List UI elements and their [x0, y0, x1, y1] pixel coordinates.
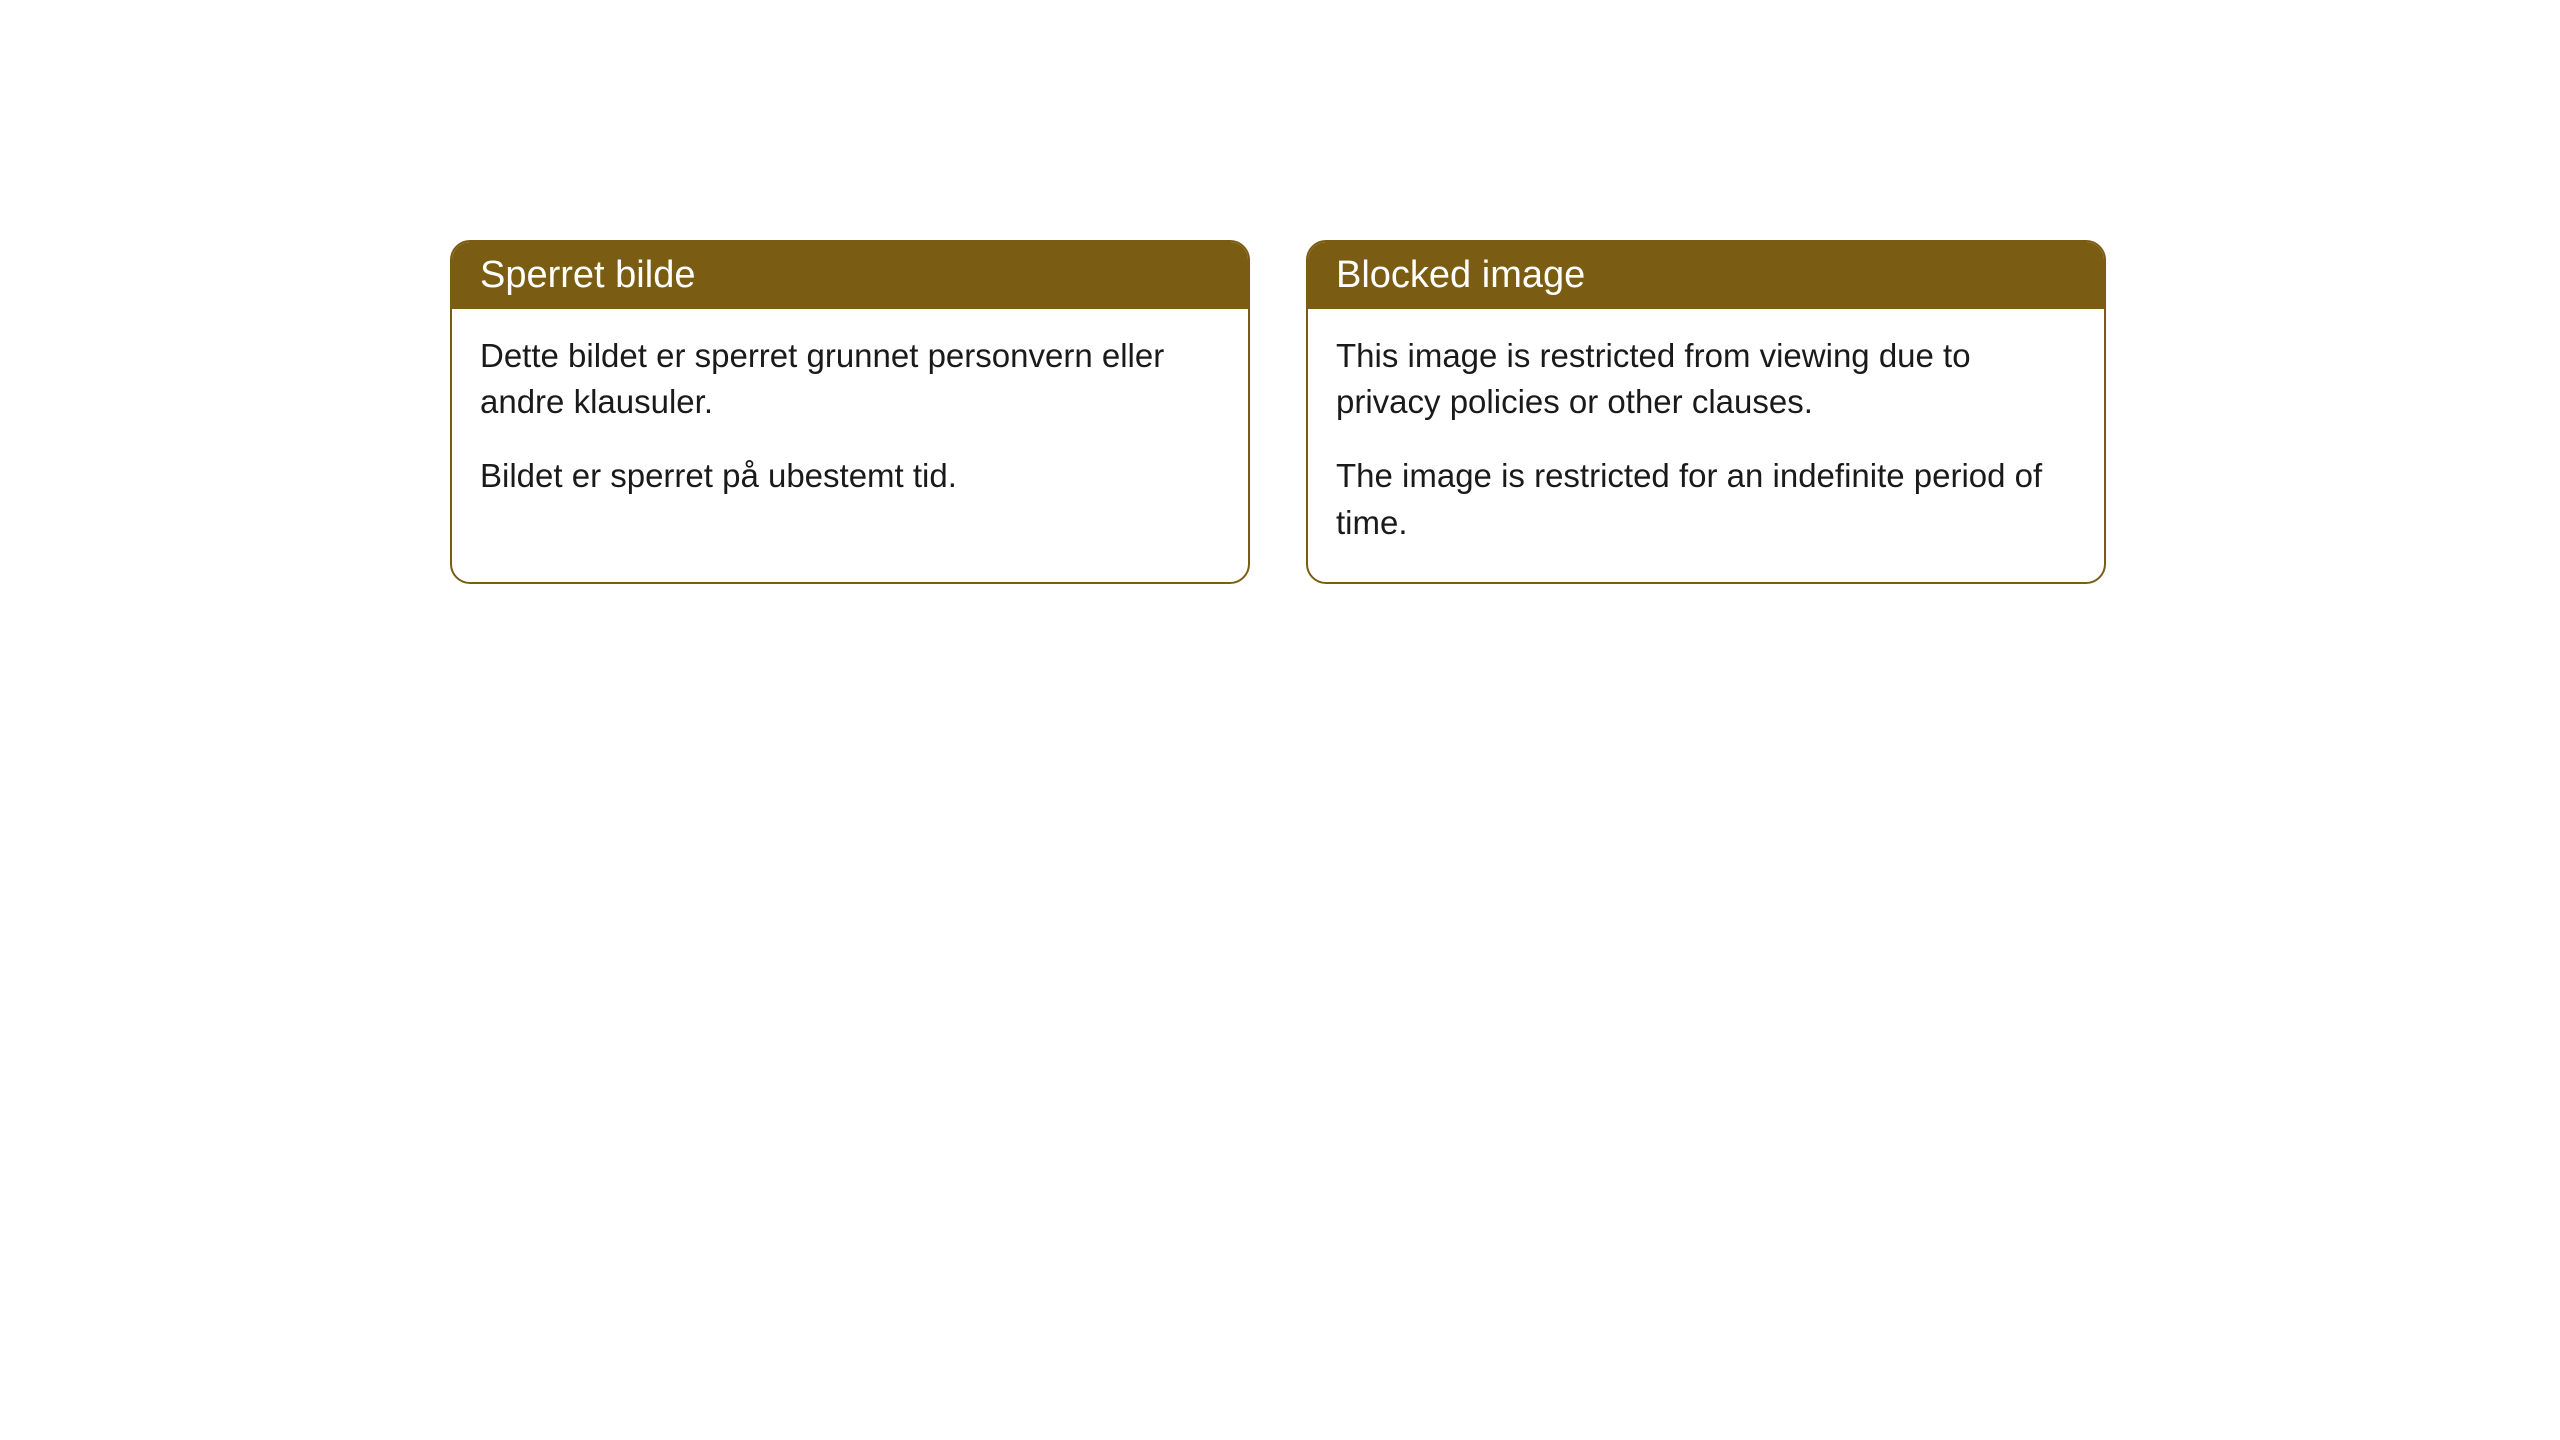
card-body-norwegian: Dette bildet er sperret grunnet personve…: [452, 309, 1248, 536]
card-title-english: Blocked image: [1336, 254, 1585, 296]
card-paragraph-1-english: This image is restricted from viewing du…: [1336, 333, 2076, 425]
notice-card-english: Blocked image This image is restricted f…: [1306, 240, 2106, 584]
card-paragraph-2-english: The image is restricted for an indefinit…: [1336, 453, 2076, 545]
card-header-norwegian: Sperret bilde: [452, 242, 1248, 309]
card-title-norwegian: Sperret bilde: [480, 254, 695, 296]
card-header-english: Blocked image: [1308, 242, 2104, 309]
card-paragraph-2-norwegian: Bildet er sperret på ubestemt tid.: [480, 453, 1220, 499]
notice-card-norwegian: Sperret bilde Dette bildet er sperret gr…: [450, 240, 1250, 584]
notice-cards-container: Sperret bilde Dette bildet er sperret gr…: [450, 240, 2560, 584]
card-paragraph-1-norwegian: Dette bildet er sperret grunnet personve…: [480, 333, 1220, 425]
card-body-english: This image is restricted from viewing du…: [1308, 309, 2104, 582]
